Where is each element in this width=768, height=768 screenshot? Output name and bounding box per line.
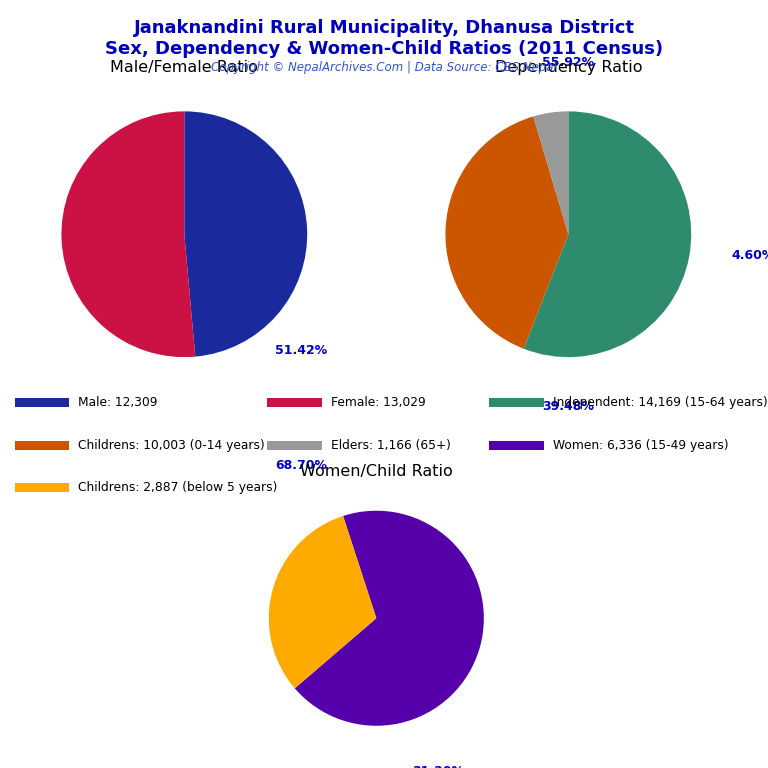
Bar xyxy=(489,399,544,407)
Text: Independent: 14,169 (15-64 years): Independent: 14,169 (15-64 years) xyxy=(553,396,767,409)
Text: 39.48%: 39.48% xyxy=(542,400,594,412)
Wedge shape xyxy=(445,117,568,349)
Text: 55.92%: 55.92% xyxy=(542,56,594,68)
Bar xyxy=(15,483,69,492)
Title: Dependency Ratio: Dependency Ratio xyxy=(495,61,642,75)
Text: Sex, Dependency & Women-Child Ratios (2011 Census): Sex, Dependency & Women-Child Ratios (20… xyxy=(105,40,663,58)
Text: 68.70%: 68.70% xyxy=(275,458,327,472)
Text: Childrens: 2,887 (below 5 years): Childrens: 2,887 (below 5 years) xyxy=(78,481,278,494)
Text: Female: 13,029: Female: 13,029 xyxy=(330,396,425,409)
Bar xyxy=(15,441,69,449)
Text: Male: 12,309: Male: 12,309 xyxy=(78,396,158,409)
Title: Women/Child Ratio: Women/Child Ratio xyxy=(300,464,452,478)
Text: 51.42%: 51.42% xyxy=(275,345,327,357)
Text: Childrens: 10,003 (0-14 years): Childrens: 10,003 (0-14 years) xyxy=(78,439,265,452)
Wedge shape xyxy=(295,511,484,726)
Text: Janaknandini Rural Municipality, Dhanusa District: Janaknandini Rural Municipality, Dhanusa… xyxy=(134,19,634,37)
Bar xyxy=(489,441,544,449)
Text: Women: 6,336 (15-49 years): Women: 6,336 (15-49 years) xyxy=(553,439,728,452)
Bar xyxy=(15,399,69,407)
Bar xyxy=(267,399,322,407)
Bar xyxy=(267,441,322,449)
Wedge shape xyxy=(184,111,307,356)
Text: 4.60%: 4.60% xyxy=(731,250,768,262)
Wedge shape xyxy=(269,516,376,688)
Title: Male/Female Ratio: Male/Female Ratio xyxy=(111,61,258,75)
Wedge shape xyxy=(524,111,691,357)
Wedge shape xyxy=(61,111,195,357)
Text: Elders: 1,166 (65+): Elders: 1,166 (65+) xyxy=(330,439,451,452)
Text: Copyright © NepalArchives.Com | Data Source: CBS Nepal: Copyright © NepalArchives.Com | Data Sou… xyxy=(211,61,557,74)
Wedge shape xyxy=(533,111,568,234)
Text: 31.30%: 31.30% xyxy=(412,765,464,768)
